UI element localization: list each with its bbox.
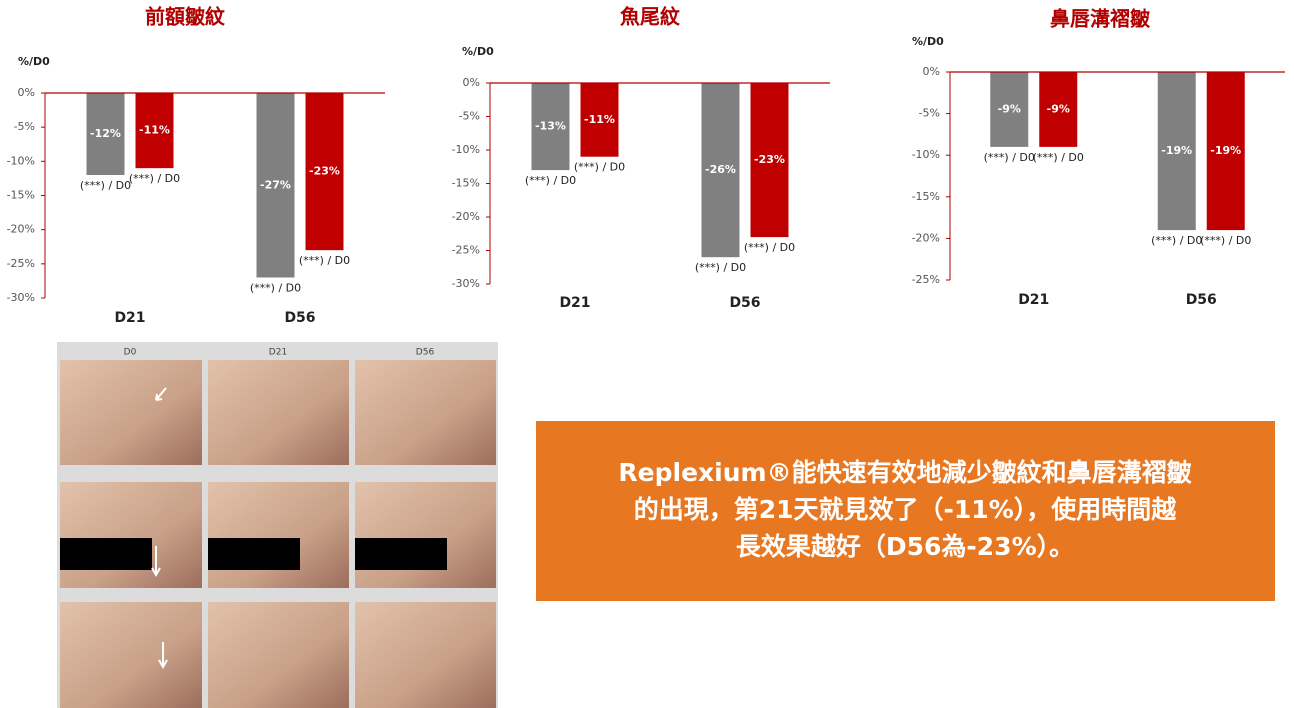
photo (60, 360, 202, 465)
annotation: (***) / D0 (250, 282, 301, 295)
callout-text: 長效果越好（D56為-23%）。 (736, 532, 1074, 561)
bar (305, 93, 344, 251)
y-axis-label: %/D0 (18, 55, 50, 68)
annotation: (***) / D0 (525, 174, 576, 187)
column-label: D56 (416, 348, 435, 358)
x-tick-label: D56 (729, 295, 760, 311)
value-label: -23% (309, 165, 340, 178)
x-tick-label: D56 (284, 310, 315, 326)
bar (135, 93, 174, 169)
annotation: (***) / D0 (1151, 234, 1202, 247)
redaction (355, 538, 447, 570)
y-tick-label: -5% (919, 107, 940, 120)
y-tick-label: -15% (912, 190, 940, 203)
bar (750, 83, 789, 238)
arrow (151, 546, 161, 578)
value-label: -9% (1047, 102, 1070, 115)
x-tick-label: D56 (1186, 292, 1217, 308)
photo (208, 482, 349, 588)
bar (1206, 72, 1245, 231)
y-tick-label: -5% (14, 120, 35, 133)
annotation: (***) / D0 (984, 151, 1035, 164)
chart-title: 鼻唇溝褶皺 (1050, 7, 1151, 31)
y-tick-label: -5% (459, 110, 480, 123)
y-tick-label: -25% (912, 273, 940, 286)
y-axis-label: %/D0 (462, 45, 494, 58)
y-tick-label: -20% (452, 210, 480, 223)
y-tick-label: 0% (18, 86, 35, 99)
y-tick-label: -30% (7, 291, 35, 304)
y-axis-label: %/D0 (912, 35, 944, 48)
annotation: (***) / D0 (129, 172, 180, 185)
value-label: -23% (754, 153, 785, 166)
value-label: -19% (1210, 144, 1241, 157)
column-label: D21 (269, 348, 287, 358)
annotation: (***) / D0 (80, 179, 131, 192)
y-tick-label: -15% (452, 177, 480, 190)
x-tick-label: D21 (559, 295, 590, 311)
annotation: (***) / D0 (1200, 234, 1251, 247)
redaction (60, 538, 152, 570)
photo (60, 482, 202, 588)
photo (355, 482, 496, 588)
value-label: -12% (90, 127, 121, 140)
y-tick-label: -10% (912, 148, 940, 161)
value-label: -11% (584, 113, 615, 126)
annotation: (***) / D0 (744, 241, 795, 254)
annotation: (***) / D0 (695, 261, 746, 274)
y-tick-label: -25% (452, 244, 480, 257)
bar (256, 93, 295, 278)
value-label: -27% (260, 178, 291, 191)
value-label: -11% (139, 124, 170, 137)
chart-title: 前額皺紋 (145, 5, 225, 29)
bar (531, 83, 570, 171)
bar (1157, 72, 1196, 231)
photos (60, 360, 496, 708)
x-tick-label: D21 (114, 310, 145, 326)
annotation: (***) / D0 (574, 161, 625, 174)
callout-text: 的出現，第21天就見效了（-11%），使用時間越 (634, 495, 1178, 524)
bar (86, 93, 125, 175)
bar (701, 83, 740, 258)
value-label: -19% (1161, 144, 1192, 157)
photo (355, 360, 496, 465)
photo (208, 602, 349, 708)
bar (990, 72, 1029, 147)
value-label: -26% (705, 163, 736, 176)
y-tick-label: -10% (7, 154, 35, 167)
y-tick-label: -30% (452, 277, 480, 290)
photo (355, 602, 496, 708)
y-tick-label: 0% (923, 65, 940, 78)
y-tick-label: -25% (7, 257, 35, 270)
callout-text: Replexium®能快速有效地減少皺紋和鼻唇溝褶皺 (618, 458, 1192, 487)
x-tick-label: D21 (1018, 292, 1049, 308)
value-label: -9% (998, 102, 1021, 115)
annotation: (***) / D0 (1033, 151, 1084, 164)
bar (1039, 72, 1078, 147)
redaction (208, 538, 300, 570)
annotation: (***) / D0 (299, 254, 350, 267)
y-tick-label: 0% (463, 76, 480, 89)
photo (60, 602, 202, 708)
bar (580, 83, 619, 157)
y-tick-label: -10% (452, 143, 480, 156)
arrow (158, 642, 168, 670)
value-label: -13% (535, 120, 566, 133)
column-label: D0 (124, 348, 137, 358)
y-tick-label: -20% (7, 223, 35, 236)
y-tick-label: -15% (7, 189, 35, 202)
y-tick-label: -20% (912, 231, 940, 244)
photo (208, 360, 349, 465)
chart-title: 魚尾紋 (620, 5, 680, 29)
callout-box (536, 421, 1275, 601)
arrow (155, 387, 167, 401)
